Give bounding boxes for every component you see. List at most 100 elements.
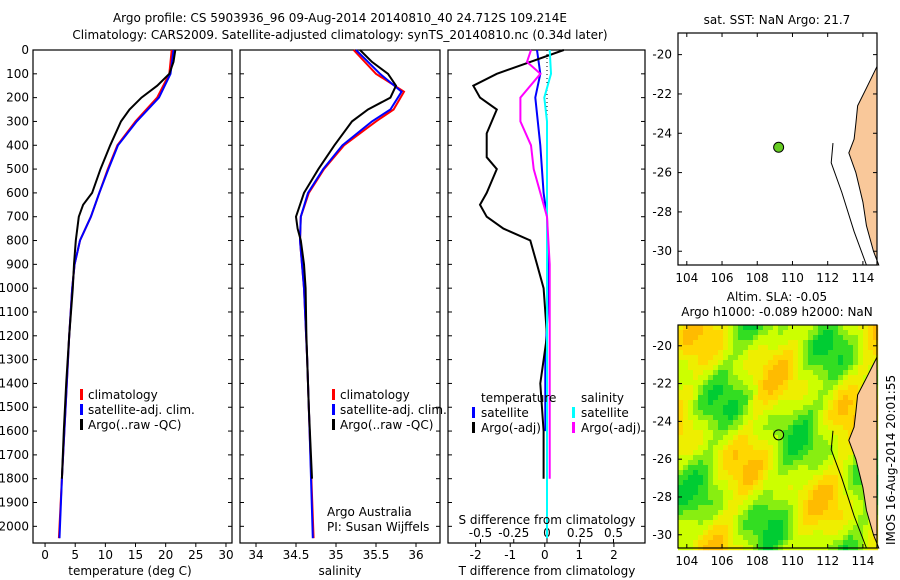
sla-cell	[693, 505, 699, 511]
sla-cell	[738, 415, 744, 421]
sla-cell	[863, 325, 869, 331]
sla-cell	[718, 375, 724, 381]
sla-cell	[868, 530, 874, 536]
sla-cell	[728, 515, 734, 521]
sla-cell	[838, 375, 844, 381]
sla-cell	[743, 445, 749, 451]
sla-cell	[768, 530, 774, 536]
sla-cell	[733, 450, 739, 456]
sla-cell	[713, 430, 719, 436]
sst-map: 104 106 108 110 112 114-20-22-24-26-28-30	[652, 32, 880, 285]
sla-cell	[813, 465, 819, 471]
sla-cell	[683, 345, 689, 351]
sla-cell	[778, 460, 784, 466]
xtick-label: 36	[408, 548, 423, 562]
sla-cell	[828, 345, 834, 351]
sla-cell	[698, 465, 704, 471]
sla-cell	[843, 425, 849, 431]
sla-cell	[823, 355, 829, 361]
sla-cell	[863, 520, 869, 526]
sla-cell	[753, 475, 759, 481]
sla-cell	[778, 390, 784, 396]
sla-cell	[823, 440, 829, 446]
sla-cell	[798, 485, 804, 491]
sla-cell	[773, 445, 779, 451]
sla-cell	[728, 440, 734, 446]
sla-cell	[723, 540, 729, 546]
sla-cell	[838, 355, 844, 361]
sla-cell	[808, 495, 814, 501]
sla-cell	[803, 430, 809, 436]
sla-cell	[803, 505, 809, 511]
sla-cell	[683, 355, 689, 361]
sla-cell	[688, 370, 694, 376]
sla-cell	[848, 365, 854, 371]
sla-cell	[873, 355, 879, 361]
sla-cell	[693, 430, 699, 436]
sla-cell	[703, 420, 709, 426]
sla-cell	[708, 405, 714, 411]
sla-cell	[803, 390, 809, 396]
sla-cell	[798, 530, 804, 536]
sla-cell	[808, 455, 814, 461]
sla-cell	[778, 335, 784, 341]
sla-cell	[698, 380, 704, 386]
sla-cell	[823, 495, 829, 501]
sla-cell	[688, 490, 694, 496]
sla-cell	[858, 385, 864, 391]
sla-cell	[713, 485, 719, 491]
sla-cell	[823, 340, 829, 346]
sla-cell	[703, 355, 709, 361]
sla-cell	[748, 365, 754, 371]
sla-cell	[848, 370, 854, 376]
sla-cell	[773, 430, 779, 436]
lat-label: -24	[652, 126, 672, 140]
sla-cell	[743, 365, 749, 371]
sla-cell	[778, 395, 784, 401]
sla-cell	[843, 490, 849, 496]
sla-cell	[853, 330, 859, 336]
sla-cell	[748, 370, 754, 376]
sla-cell	[708, 400, 714, 406]
sla-cell	[758, 455, 764, 461]
sla-cell	[843, 345, 849, 351]
sla-cell	[698, 350, 704, 356]
sla-cell	[723, 330, 729, 336]
sla-cell	[783, 455, 789, 461]
sla-cell	[808, 400, 814, 406]
sla-cell	[683, 415, 689, 421]
sla-cell	[683, 405, 689, 411]
sla-cell	[713, 490, 719, 496]
sla-cell	[688, 360, 694, 366]
sla-cell	[748, 405, 754, 411]
sla-cell	[783, 520, 789, 526]
sla-cell	[723, 400, 729, 406]
sla-cell	[743, 345, 749, 351]
sla-cell	[773, 455, 779, 461]
sla-cell	[808, 480, 814, 486]
sla-cell	[813, 405, 819, 411]
sla-cell	[818, 415, 824, 421]
sla-cell	[778, 450, 784, 456]
sla-cell	[678, 390, 684, 396]
sla-cell	[683, 450, 689, 456]
sla-cell	[813, 530, 819, 536]
sla-cell	[743, 340, 749, 346]
sla-cell	[833, 465, 839, 471]
sla-cell	[828, 355, 834, 361]
sla-cell	[803, 365, 809, 371]
sla-cell	[858, 360, 864, 366]
sla-cell	[763, 370, 769, 376]
sla-cell	[763, 420, 769, 426]
ytick-label: 500	[6, 162, 29, 176]
series-s-satellite	[543, 49, 553, 539]
sla-cell	[753, 485, 759, 491]
sla-cell	[868, 360, 874, 366]
sla-cell	[678, 400, 684, 406]
sla-cell	[778, 480, 784, 486]
sla-cell	[813, 365, 819, 371]
sla-cell	[733, 405, 739, 411]
sla-cell	[843, 470, 849, 476]
sla-cell	[793, 520, 799, 526]
